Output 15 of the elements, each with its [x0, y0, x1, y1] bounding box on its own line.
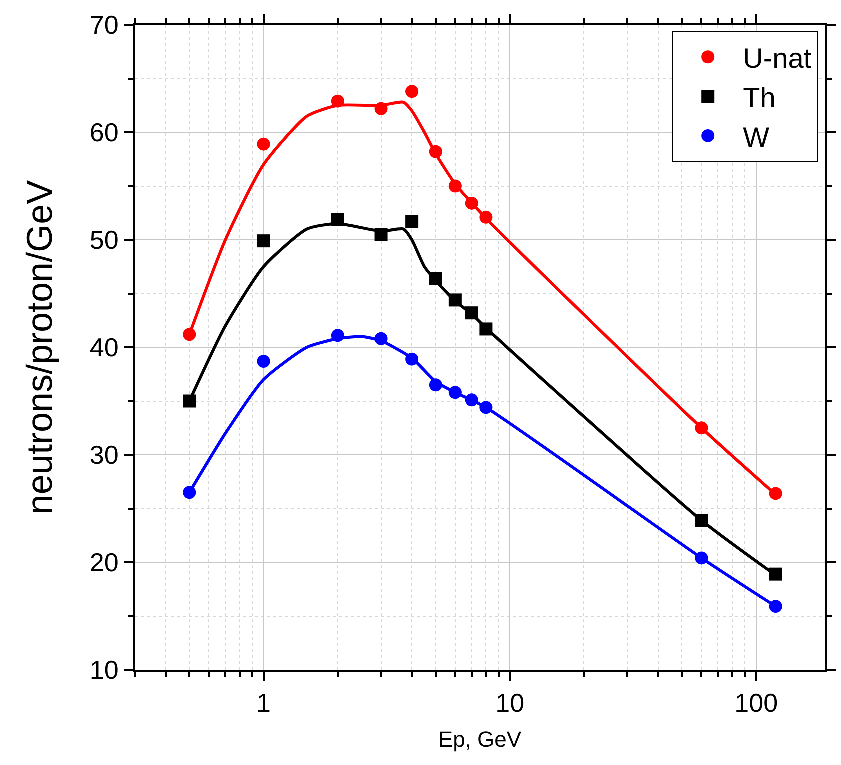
y-tick-label: 20: [90, 548, 119, 578]
y-tick-label: 30: [90, 440, 119, 470]
y-tick-label: 70: [90, 10, 119, 40]
x-axis-title: Ep, GeV: [438, 727, 522, 752]
x-tick-label: 100: [734, 688, 778, 718]
y-tick-label: 50: [90, 225, 119, 256]
legend-label: Th: [743, 82, 776, 114]
x-tick-label: 1: [256, 688, 272, 718]
legend-label: W: [743, 122, 770, 153]
y-tick-label: 60: [90, 118, 119, 148]
legend-label: U-nat: [743, 43, 812, 74]
x-tick-label: 10: [496, 688, 525, 718]
y-tick-label: 40: [90, 332, 119, 363]
y-tick-label: 10: [90, 655, 119, 686]
y-axis-title: neutrons/proton/GeV: [19, 180, 60, 515]
